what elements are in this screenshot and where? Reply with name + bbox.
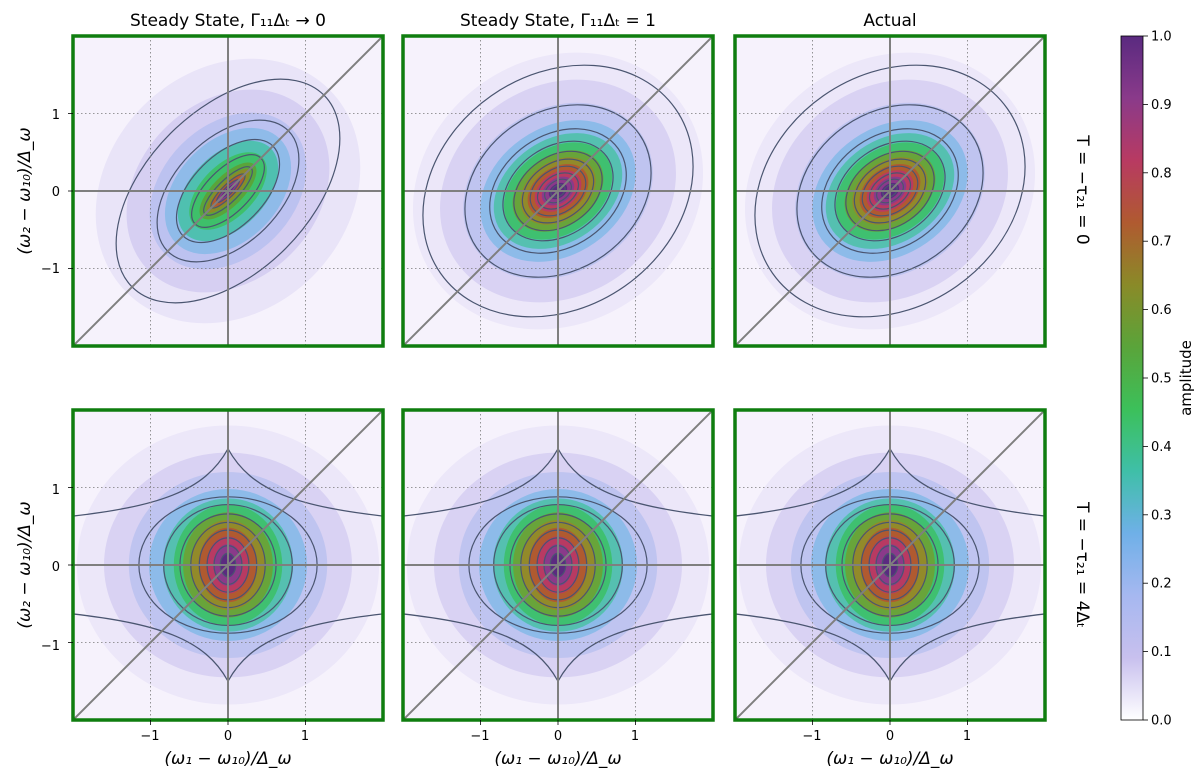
ytick-label-r2-m1: −1 bbox=[41, 639, 60, 654]
colorbar-tick-label: 0.0 bbox=[1151, 714, 1172, 729]
colorbar-tick-label: 0.5 bbox=[1151, 372, 1172, 387]
xtick-label-c3-1: 1 bbox=[963, 729, 971, 744]
row-label-2: T = −τ₂₁ = 4Δₜ bbox=[1072, 501, 1092, 628]
colorbar-tick-label: 0.7 bbox=[1151, 235, 1172, 250]
contour-line bbox=[529, 165, 587, 217]
diagonal-line bbox=[403, 36, 713, 346]
panel-4 bbox=[73, 410, 383, 720]
contour-line bbox=[821, 128, 959, 254]
column-title-2: Steady State, Γ₁₁Δₜ = 1 bbox=[460, 11, 656, 31]
ylabel-row-2: (ω₂ − ω₁₀)/Δ_ω bbox=[15, 501, 35, 628]
column-title-1: Steady State, Γ₁₁Δₜ → 0 bbox=[130, 11, 326, 31]
colorbar-tick-label: 0.1 bbox=[1151, 645, 1172, 660]
diagonal-line bbox=[735, 36, 1045, 346]
panel-5 bbox=[403, 410, 713, 720]
panel-6 bbox=[735, 410, 1045, 720]
row-label-1: T = −τ₂₁ = 0 bbox=[1072, 134, 1092, 244]
diagonal-line bbox=[73, 410, 383, 720]
contour-line bbox=[422, 64, 694, 318]
contour-line bbox=[882, 184, 898, 198]
diagonal-line bbox=[73, 36, 383, 346]
xtick-label-c2-1: 1 bbox=[631, 729, 639, 744]
colorbar-tick-label: 0.6 bbox=[1151, 303, 1172, 318]
contour-line bbox=[868, 172, 912, 210]
ytick-label-r2-0: 0 bbox=[52, 560, 60, 575]
xlabel-col-1: (ω₁ − ω₁₀)/Δ_ω bbox=[164, 749, 291, 769]
xlabel-col-3: (ω₁ − ω₁₀)/Δ_ω bbox=[826, 749, 953, 769]
colorbar-label: amplitude bbox=[1177, 340, 1195, 416]
ylabel-row-1: (ω₂ − ω₁₀)/Δ_ω bbox=[15, 127, 35, 254]
xtick-label-c3-0: 0 bbox=[886, 729, 894, 744]
panel-frame bbox=[733, 34, 1047, 348]
contour-line bbox=[876, 178, 904, 204]
contour-line bbox=[861, 165, 919, 217]
xtick-label-c1-m1: −1 bbox=[140, 729, 159, 744]
xtick-label-c3-m1: −1 bbox=[802, 729, 821, 744]
panel-frame bbox=[401, 34, 715, 348]
contour-line bbox=[754, 64, 1026, 318]
ytick-label-r1-m1: −1 bbox=[41, 262, 60, 277]
ytick-label-r2-1: 1 bbox=[52, 483, 60, 498]
colorbar-tick-label: 0.9 bbox=[1151, 98, 1172, 113]
panel-3 bbox=[735, 36, 1045, 346]
contour-line bbox=[853, 158, 927, 224]
contour-line bbox=[489, 128, 627, 254]
colorbar-tick-label: 0.2 bbox=[1151, 577, 1172, 592]
contour-line bbox=[550, 184, 566, 198]
column-title-3: Actual bbox=[863, 11, 916, 31]
colorbar-tick-label: 0.4 bbox=[1151, 440, 1172, 455]
contour-line bbox=[464, 104, 652, 278]
diagonal-line bbox=[735, 410, 1045, 720]
contour-line bbox=[845, 150, 935, 232]
contour-line bbox=[796, 104, 984, 278]
contour-line bbox=[544, 178, 572, 204]
contour-line bbox=[521, 158, 595, 224]
xtick-label-c2-m1: −1 bbox=[470, 729, 489, 744]
panel-1 bbox=[73, 36, 383, 346]
ytick-label-r1-0: 0 bbox=[52, 185, 60, 200]
contour-line bbox=[513, 150, 603, 232]
contour-line bbox=[834, 140, 946, 242]
colorbar bbox=[1120, 35, 1144, 721]
ytick-label-r1-1: 1 bbox=[52, 108, 60, 123]
contour-line bbox=[502, 140, 614, 242]
contour-line bbox=[536, 172, 580, 210]
diagonal-line bbox=[403, 410, 713, 720]
panel-2 bbox=[403, 36, 713, 346]
xtick-label-c1-0: 0 bbox=[224, 729, 232, 744]
colorbar-tick-label: 0.3 bbox=[1151, 508, 1172, 523]
colorbar-tick-label: 1.0 bbox=[1151, 30, 1172, 45]
xtick-label-c2-0: 0 bbox=[554, 729, 562, 744]
colorbar-tick-label: 0.8 bbox=[1151, 166, 1172, 181]
xtick-label-c1-1: 1 bbox=[301, 729, 309, 744]
xlabel-col-2: (ω₁ − ω₁₀)/Δ_ω bbox=[494, 749, 621, 769]
